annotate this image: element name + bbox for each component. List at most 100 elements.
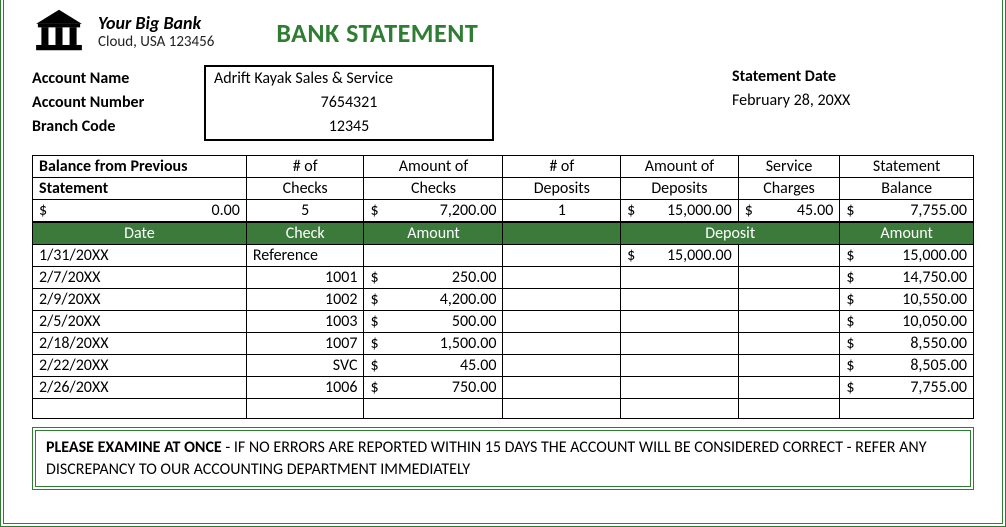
txn-date: 2/7/20XX (33, 267, 247, 289)
account-name-value: Adrift Kayak Sales & Service (206, 67, 492, 91)
txn-blank (503, 289, 621, 311)
table-row: 2/7/20XX1001$250.00 $14,750.00 (33, 267, 974, 289)
txn-deposit (621, 377, 739, 399)
hdr-bfps-l1: Balance from Previous (33, 156, 247, 178)
table-row: 2/9/20XX1002$4,200.00$10,550.00 (33, 289, 974, 311)
val-amtdep: $15,000.00 (621, 200, 739, 222)
table-row-empty (33, 399, 974, 419)
table-row: 1/31/20XXReference $15,000.00 $15,000.00 (33, 245, 974, 267)
transactions-table: Date Check Amount Deposit Amount 1/31/20… (32, 222, 974, 419)
txn-blank (503, 267, 621, 289)
txn-blank (738, 377, 840, 399)
txn-hdr-check: Check (246, 223, 364, 245)
txn-check: SVC (246, 355, 364, 377)
txn-deposit (621, 333, 739, 355)
statement-date-label: Statement Date (732, 67, 836, 86)
hdr-svc-l1: Service (738, 156, 840, 178)
txn-balance: $10,550.00 (840, 289, 974, 311)
txn-date: 2/18/20XX (33, 333, 247, 355)
txn-blank (738, 267, 840, 289)
txn-blank (246, 399, 364, 419)
txn-blank (503, 333, 621, 355)
txn-amount (364, 245, 503, 267)
txn-balance: $15,000.00 (840, 245, 974, 267)
txn-balance: $10,050.00 (840, 311, 974, 333)
txn-balance: $14,750.00 (840, 267, 974, 289)
txn-deposit (621, 267, 739, 289)
account-block: Account Name Account Number Branch Code … (32, 67, 974, 145)
header: Your Big Bank Cloud, USA 123456 BANK STA… (32, 8, 974, 57)
hdr-amtchk-l2: Checks (364, 178, 503, 200)
hdr-nchecks-l2: Checks (246, 178, 364, 200)
txn-blank (503, 399, 621, 419)
txn-date: 1/31/20XX (33, 245, 247, 267)
txn-blank (503, 311, 621, 333)
bank-icon (32, 8, 86, 57)
val-nchecks: 5 (246, 200, 364, 222)
txn-blank (33, 399, 247, 419)
statement-date-value: February 28, 20XX (732, 91, 850, 110)
bank-id-block: Your Big Bank Cloud, USA 123456 (98, 14, 214, 52)
txn-amount: $250.00 (364, 267, 503, 289)
hdr-amtdep-l2: Deposits (621, 178, 739, 200)
txn-blank (503, 245, 621, 267)
hdr-amtdep-l1: Amount of (621, 156, 739, 178)
table-row: 2/26/20XX1006$750.00$7,755.00 (33, 377, 974, 399)
txn-date: 2/22/20XX (33, 355, 247, 377)
bank-name: Your Big Bank (98, 14, 214, 34)
summary-values-row: $0.00 5 $7,200.00 1 $15,000.00 $45.00 $7… (33, 200, 974, 222)
txn-blank (840, 399, 974, 419)
val-svc: $45.00 (738, 200, 840, 222)
txn-blank (738, 399, 840, 419)
txn-blank (738, 333, 840, 355)
val-amtchk: $7,200.00 (364, 200, 503, 222)
notice-box: PLEASE EXAMINE AT ONCE - IF NO ERRORS AR… (32, 427, 974, 490)
txn-hdr-balance: Amount (840, 223, 974, 245)
txn-balance: $7,755.00 (840, 377, 974, 399)
txn-amount: $45.00 (364, 355, 503, 377)
txn-blank (503, 355, 621, 377)
txn-amount: $500.00 (364, 311, 503, 333)
summary-header-row2: Statement Checks Checks Deposits Deposit… (33, 178, 974, 200)
hdr-bfps-l2: Statement (33, 178, 247, 200)
branch-code-label: Branch Code (32, 115, 144, 139)
hdr-ndep-l1: # of (503, 156, 621, 178)
bank-location: Cloud, USA 123456 (98, 33, 214, 51)
txn-blank (738, 289, 840, 311)
summary-header-row1: Balance from Previous # of Amount of # o… (33, 156, 974, 178)
statement-frame: Your Big Bank Cloud, USA 123456 BANK STA… (0, 0, 1006, 527)
summary-table: Balance from Previous # of Amount of # o… (32, 155, 974, 222)
table-row: 2/5/20XX1003$500.00 $10,050.00 (33, 311, 974, 333)
val-bfps: $0.00 (33, 200, 247, 222)
txn-check: 1006 (246, 377, 364, 399)
hdr-amtchk-l1: Amount of (364, 156, 503, 178)
txn-hdr-deposit: Deposit (621, 223, 840, 245)
txn-deposit (621, 311, 739, 333)
txn-header-row: Date Check Amount Deposit Amount (33, 223, 974, 245)
txn-check: Reference (246, 245, 364, 267)
account-number-value: 7654321 (206, 91, 492, 115)
account-labels: Account Name Account Number Branch Code (32, 67, 144, 139)
val-bal: $7,755.00 (840, 200, 974, 222)
txn-deposit: $15,000.00 (621, 245, 739, 267)
hdr-bal-l2: Balance (840, 178, 974, 200)
hdr-nchecks-l1: # of (246, 156, 364, 178)
txn-check: 1001 (246, 267, 364, 289)
branch-code-value: 12345 (206, 115, 492, 139)
txn-deposit (621, 289, 739, 311)
txn-hdr-amount: Amount (364, 223, 503, 245)
statement-title: BANK STATEMENT (276, 17, 478, 49)
txn-blank (621, 399, 739, 419)
txn-blank (738, 311, 840, 333)
txn-check: 1003 (246, 311, 364, 333)
hdr-ndep-l2: Deposits (503, 178, 621, 200)
txn-balance: $8,505.00 (840, 355, 974, 377)
table-row: 2/22/20XXSVC$45.00 $8,505.00 (33, 355, 974, 377)
txn-blank (364, 399, 503, 419)
account-box: Adrift Kayak Sales & Service 7654321 123… (204, 65, 494, 141)
txn-blank (738, 355, 840, 377)
txn-amount: $1,500.00 (364, 333, 503, 355)
txn-date: 2/5/20XX (33, 311, 247, 333)
txn-hdr-blank1 (503, 223, 621, 245)
txn-amount: $4,200.00 (364, 289, 503, 311)
